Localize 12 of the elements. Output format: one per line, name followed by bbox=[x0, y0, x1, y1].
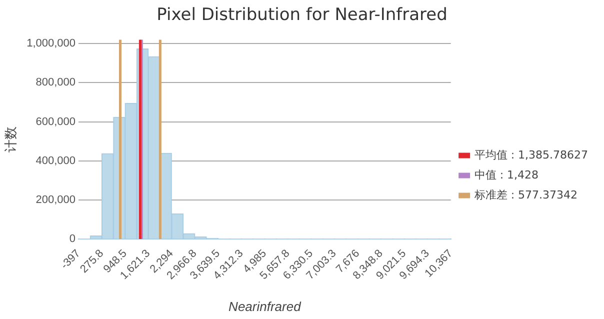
chart-title: Pixel Distribution for Near-Infrared bbox=[156, 5, 448, 25]
y-tick-label: 400,000 bbox=[36, 154, 76, 167]
legend-label: 平均值 : 1,385.78627 bbox=[474, 148, 588, 162]
y-tick-label: 800,000 bbox=[36, 76, 76, 89]
y-tick-label: 600,000 bbox=[36, 116, 76, 128]
y-tick-label: 200,000 bbox=[36, 194, 76, 206]
y-axis-title: 计数 bbox=[4, 126, 20, 152]
x-axis-title: Nearinfrared bbox=[228, 298, 302, 314]
legend-label: 中值 : 1,428 bbox=[474, 168, 539, 182]
legend-label: 标准差 : 577.37342 bbox=[473, 188, 578, 202]
y-tick-label: 1,000,000 bbox=[26, 38, 76, 50]
y-tick-label: 0 bbox=[69, 233, 76, 246]
